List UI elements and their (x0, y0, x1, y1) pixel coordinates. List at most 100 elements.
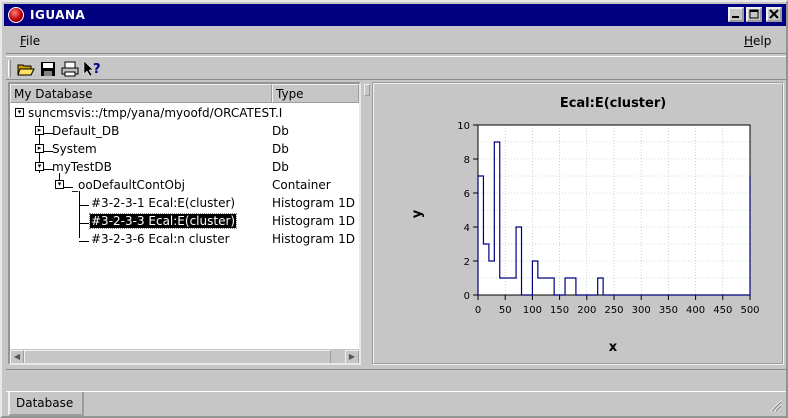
context-help-icon: ? (83, 60, 101, 77)
context-help-button[interactable]: ? (82, 59, 102, 79)
tree-row-system[interactable]: ▸ System Db (10, 140, 359, 158)
close-icon (769, 9, 779, 19)
scroll-right-icon[interactable]: ▶ (345, 350, 359, 363)
tree-item-type: Histogram 1D (272, 214, 355, 228)
tree-item-type: Db (272, 160, 289, 174)
tree-connector (79, 205, 89, 206)
tree-column-headers: My Database Type (10, 84, 359, 103)
scrollbar-thumb[interactable] (24, 350, 331, 363)
print-button[interactable] (60, 59, 80, 79)
tree-item-name-selected: #3-2-3-3 Ecal:E(cluster) (88, 213, 238, 229)
menu-help-mnemonic: H (744, 34, 754, 48)
tree-item-type: Container (272, 178, 331, 192)
histogram-view-panel: Ecal:E(cluster) 0 50 100 150 200 250 300 350 400… (372, 82, 784, 365)
open-button[interactable] (16, 59, 36, 79)
maximize-button[interactable] (746, 7, 762, 22)
histogram-series-line (477, 141, 751, 296)
column-header-my-database[interactable]: My Database (10, 84, 272, 103)
x-axis-label: x (609, 340, 618, 355)
menu-help[interactable]: Help (744, 34, 771, 48)
save-icon (41, 62, 55, 76)
status-bar (6, 369, 786, 391)
y-tick-label: 0 (464, 291, 470, 302)
database-tree: ▾ suncmsvis::/tmp/yana/myoofd/ORCATEST.I… (10, 104, 359, 351)
tree-item-type: Histogram 1D (272, 232, 355, 246)
plot-area: 0 50 100 150 200 250 300 350 400 450 500 0 2 4 6 8 10 (457, 121, 759, 316)
expand-icon[interactable]: ▸ (35, 126, 44, 135)
tree-item-name: _ooDefaultContObj (72, 178, 185, 192)
tree-row-default-db[interactable]: ▸ Default_DB Db (10, 122, 359, 140)
x-tick-label: 150 (550, 305, 569, 316)
tree-connector (79, 241, 89, 242)
x-tick-label: 450 (713, 305, 732, 316)
collapse-icon[interactable]: ▾ (35, 162, 44, 171)
expand-icon[interactable]: ▸ (35, 144, 44, 153)
panel-splitter[interactable] (363, 82, 371, 365)
menu-file-mnemonic: F (20, 34, 27, 48)
x-tick-label: 300 (632, 305, 651, 316)
toolbar: ? (6, 56, 786, 80)
tree-item-name: Default_DB (52, 124, 120, 138)
tree-connector (43, 133, 53, 134)
y-tick-label: 8 (464, 155, 470, 166)
collapse-icon[interactable]: ▾ (55, 180, 64, 189)
save-button[interactable] (38, 59, 58, 79)
scroll-left-icon[interactable]: ◀ (10, 350, 24, 363)
tree-item-type: Db (272, 142, 289, 156)
column-header-type[interactable]: Type (272, 84, 359, 103)
tree-item-name: suncmsvis::/tmp/yana/myoofd/ORCATEST.I (28, 106, 283, 120)
tree-item-name: myTestDB (52, 160, 112, 174)
x-tick-label: 100 (523, 305, 542, 316)
print-icon (61, 61, 79, 77)
title-bar[interactable]: IGUANA (4, 4, 786, 26)
maximize-icon (749, 9, 759, 19)
tree-row-histogram-3[interactable]: #3-2-3-3 Ecal:E(cluster) Histogram 1D (10, 212, 359, 230)
svg-text:?: ? (93, 62, 101, 77)
y-axis-label: y (410, 209, 425, 218)
database-tree-panel: My Database Type ▾ suncmsvis::/tmp/yana/… (8, 82, 361, 365)
menu-bar: File Help (6, 28, 786, 54)
minimize-icon (732, 16, 739, 18)
minimize-button[interactable] (728, 7, 744, 22)
tree-item-type: Db (272, 124, 289, 138)
tree-row-histogram-6[interactable]: #3-2-3-6 Ecal:n cluster Histogram 1D (10, 230, 359, 248)
y-tick-label: 4 (464, 223, 470, 234)
tree-item-type: Histogram 1D (272, 196, 355, 210)
x-tick-label: 350 (659, 305, 678, 316)
x-tick-label: 50 (499, 305, 512, 316)
y-tick-label: 10 (457, 121, 470, 132)
tree-row-histogram-1[interactable]: #3-2-3-1 Ecal:E(cluster) Histogram 1D (10, 194, 359, 212)
tree-connector (43, 169, 53, 170)
x-tick-label: 200 (577, 305, 596, 316)
y-tick-label: 6 (464, 189, 470, 200)
toolbar-grip[interactable] (8, 60, 11, 77)
collapse-icon[interactable]: ▾ (15, 108, 24, 117)
tree-connector (63, 187, 73, 188)
tree-row-mytestdb[interactable]: ▾ myTestDB Db (10, 158, 359, 176)
chart-title: Ecal:E(cluster) (560, 96, 666, 111)
window-title: IGUANA (30, 8, 86, 22)
menu-file[interactable]: File (20, 34, 40, 48)
x-tick-label: 250 (604, 305, 623, 316)
menu-file-label: ile (26, 34, 41, 48)
tab-database[interactable]: Database (8, 392, 84, 416)
tree-item-name: #3-2-3-1 Ecal:E(cluster) (91, 196, 236, 210)
x-tick-label: 400 (686, 305, 705, 316)
x-tick-label: 0 (475, 305, 481, 316)
tree-connector (79, 223, 89, 224)
histogram-chart: Ecal:E(cluster) 0 50 100 150 200 250 300 350 400… (410, 96, 760, 355)
tree-item-name: #3-2-3-6 Ecal:n cluster (91, 232, 230, 246)
close-button[interactable] (766, 7, 782, 22)
horizontal-scrollbar[interactable]: ◀ ▶ (10, 349, 359, 363)
y-tick-label: 2 (464, 257, 470, 268)
tree-row-container[interactable]: ▾ _ooDefaultContObj Container (10, 176, 359, 194)
tree-row-root[interactable]: ▾ suncmsvis::/tmp/yana/myoofd/ORCATEST.I (10, 104, 359, 122)
resize-grip-icon[interactable] (768, 398, 782, 412)
splitter-handle[interactable] (364, 84, 370, 96)
tree-connector (79, 191, 80, 238)
x-tick-label: 500 (740, 305, 759, 316)
app-logo-icon[interactable] (8, 7, 24, 23)
tab-bar: Database (6, 391, 786, 416)
open-folder-icon (17, 64, 35, 76)
